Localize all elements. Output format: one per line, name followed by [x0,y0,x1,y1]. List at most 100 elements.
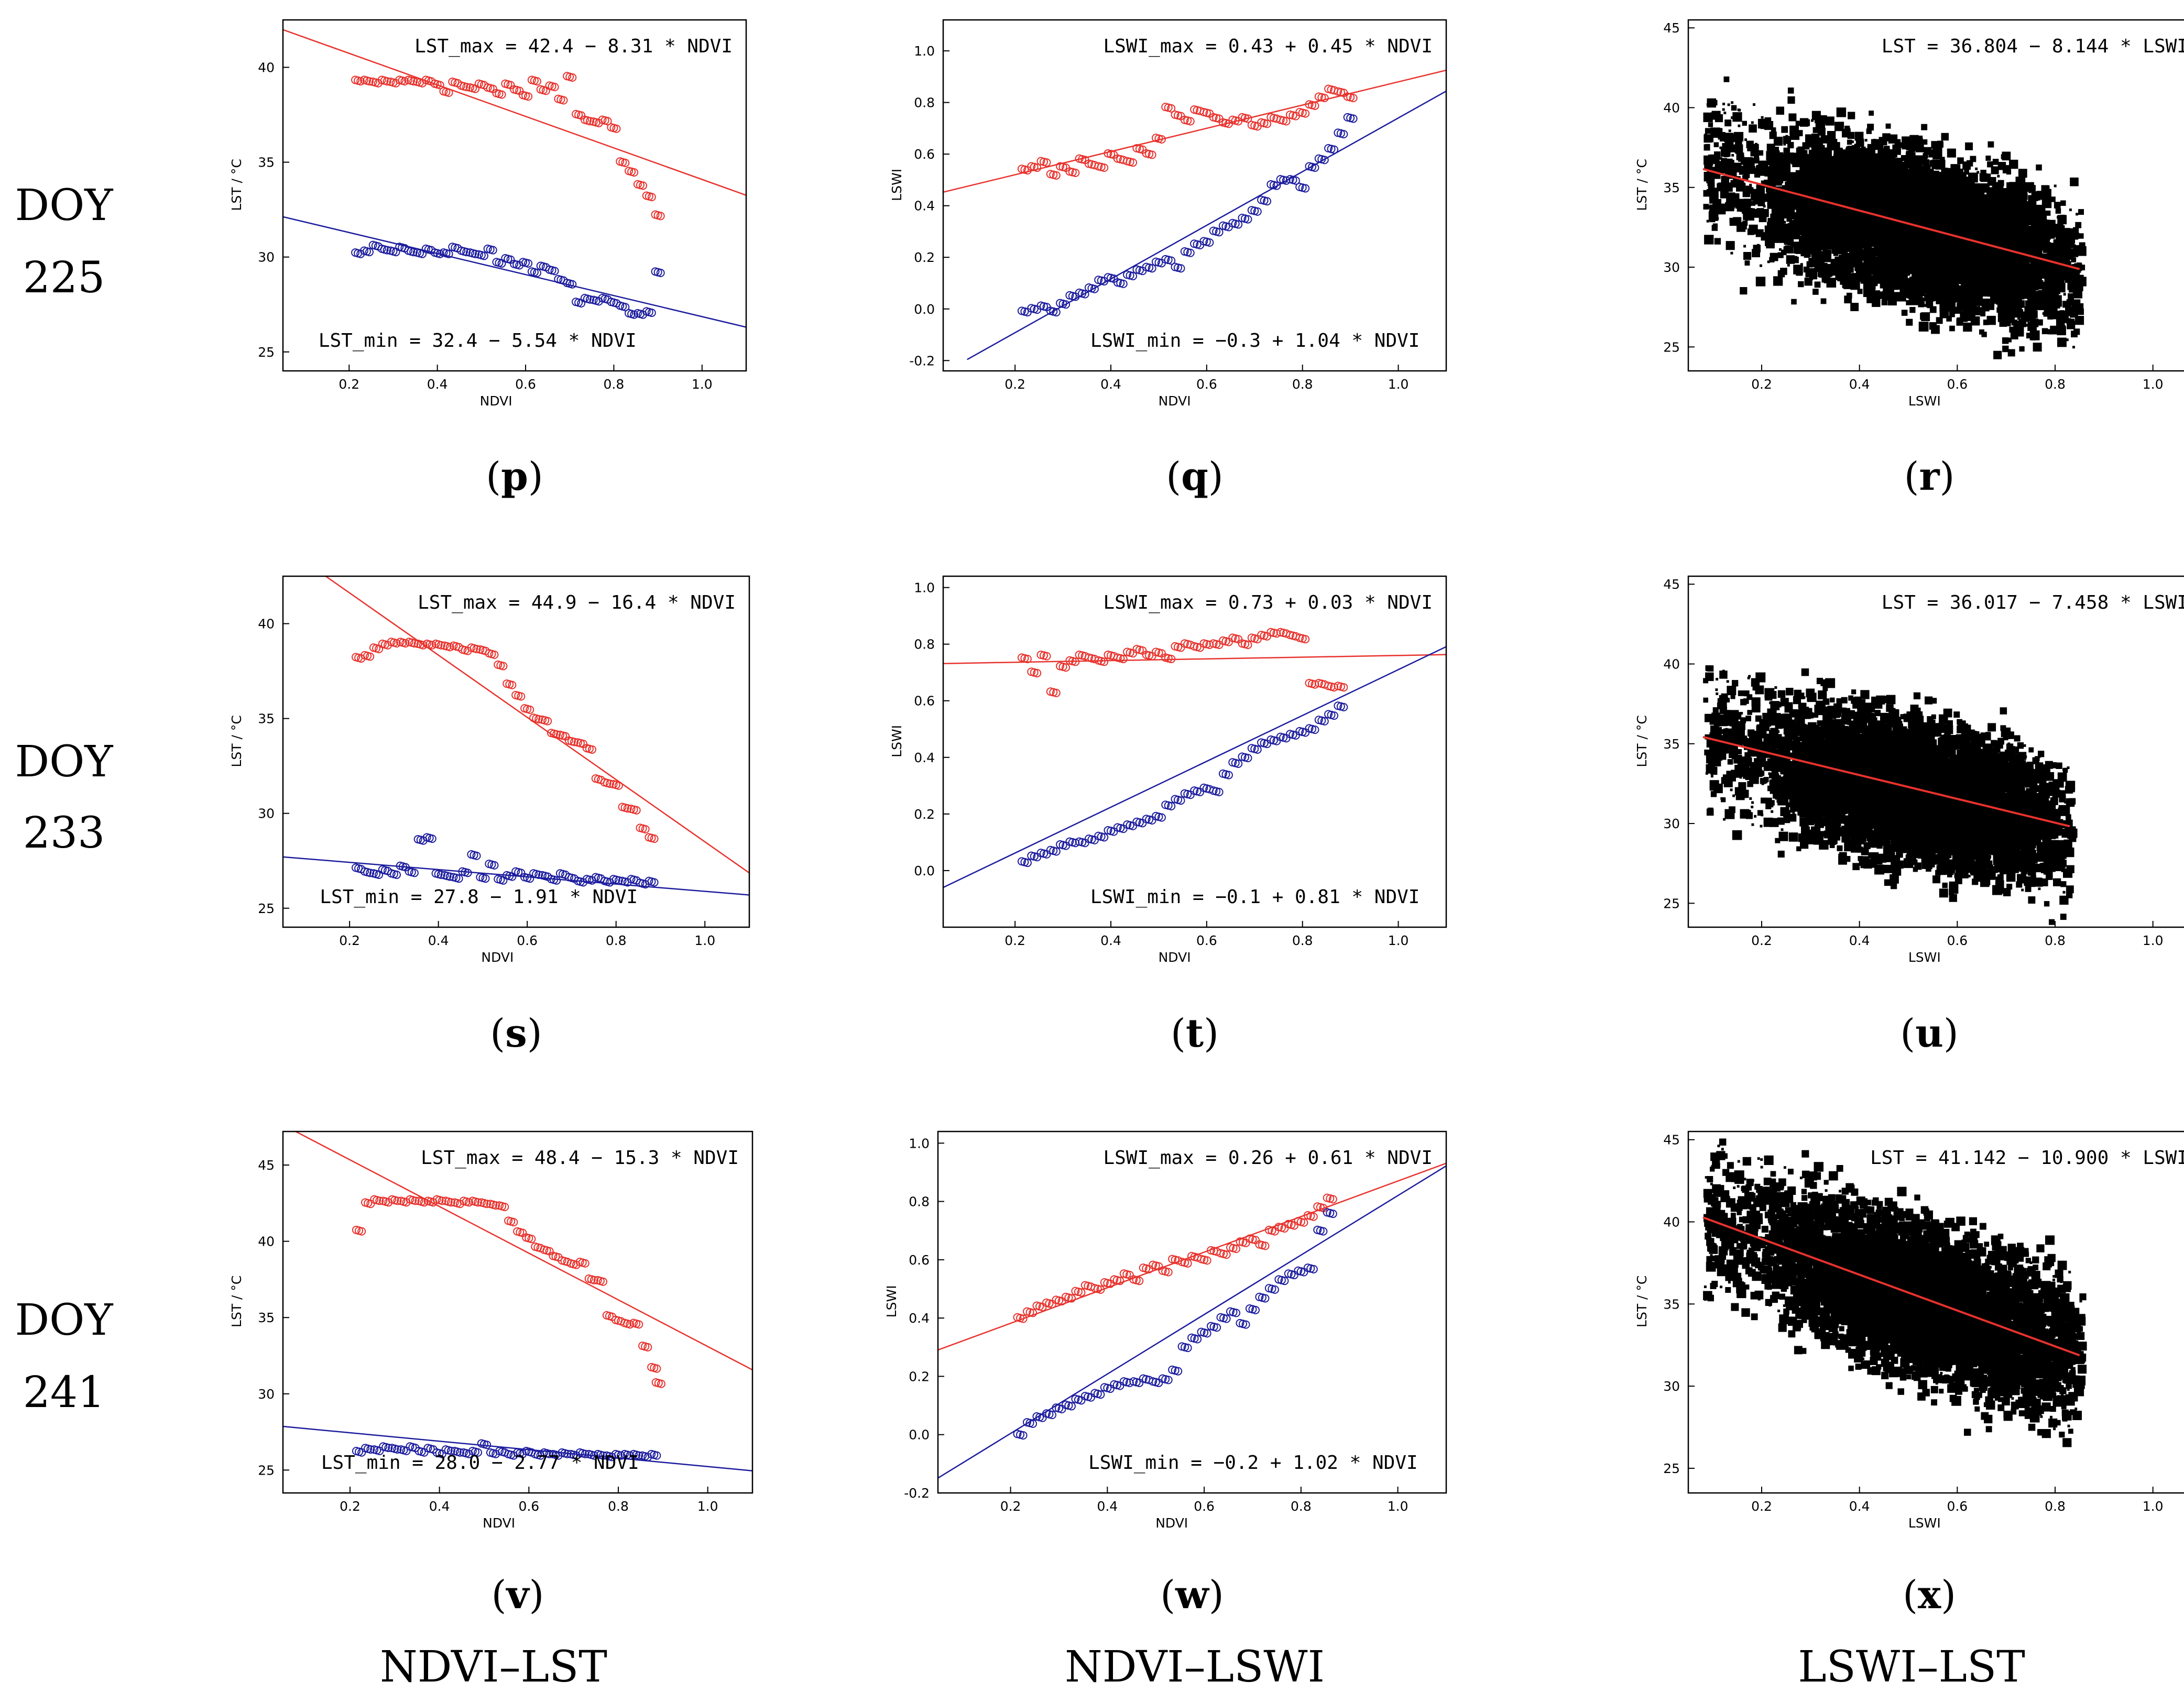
cloud-point [1973,284,1982,293]
cloud-point [1909,244,1915,250]
cloud-point [1946,316,1952,322]
cloud-point [1709,194,1716,201]
cloud-point [1912,283,1922,293]
data-point-min [1339,130,1348,139]
data-point-min [1282,176,1291,185]
cloud-point [1766,185,1773,192]
data-point-max [559,96,568,105]
cloud-point [1827,141,1836,151]
cloud-point [1766,239,1775,249]
cloud-point [1826,278,1837,288]
cloud-point [1841,188,1848,194]
cloud-point [1847,139,1852,145]
cloud-point [1783,172,1788,177]
cloud-point [1869,111,1874,116]
equation-top: LST_max = 42.4 − 8.31 * NDVI [414,36,733,57]
cloud-point [1928,169,1934,175]
cloud-point [1931,141,1939,149]
cloud-point [1755,277,1766,287]
cloud-point [1812,150,1818,156]
cloud-point [1788,113,1797,122]
cloud-point [1906,288,1913,295]
data-point-max [1042,158,1051,167]
x-tick-label: 1.0 [692,377,713,392]
cloud-point [2010,203,2017,210]
data-point-min [1253,207,1262,216]
data-point-max [1167,104,1176,113]
y-tick-label: 25 [258,345,275,360]
cloud-point [1812,289,1819,295]
cloud-point [1746,140,1754,148]
x-tick-label: 0.6 [1196,377,1217,392]
cloud-point [1980,288,1989,297]
cloud-point [2036,319,2043,326]
data-point-max [400,77,409,86]
cloud-point [1910,182,1916,188]
series-min-p [351,240,665,319]
cloud-point [1870,290,1881,301]
cloud-point [1894,139,1901,146]
cloud-point [1967,261,1973,268]
cloud-point [1754,158,1760,164]
data-point-min [1062,300,1071,309]
data-point-max [630,168,639,177]
cloud-point [2069,286,2074,291]
cloud-point [1938,265,1943,270]
cloud-point [1785,245,1794,254]
cloud-point [1811,260,1816,266]
data-point-min [1119,279,1128,288]
cloud-point [1736,152,1744,160]
cloud-point [2021,226,2027,232]
data-point-max [444,88,453,97]
data-point-max [356,77,365,86]
cloud-point [1943,192,1948,197]
data-point-max [1033,163,1042,172]
y-tick-label: 30 [258,250,275,265]
cloud-point [1881,191,1886,197]
y-tick-label: 0.4 [914,199,935,214]
cloud-point [1781,126,1788,133]
cloud-point [1861,255,1866,260]
data-point-min [532,269,541,278]
cloud-point [1703,112,1713,123]
cloud-point [1993,350,2002,359]
cloud-point [1897,191,1903,197]
cloud-point [2054,244,2063,254]
cloud-point [1849,190,1855,197]
cloud-point [1711,225,1718,231]
cloud-point [2068,293,2074,300]
cloud-point [2029,330,2040,340]
cloud-point [1996,257,2003,263]
cloud-point [1743,199,1752,206]
cloud-point [1804,278,1812,286]
cloud-point [2041,328,2048,334]
data-point-max [497,90,506,99]
cloud-point [1925,238,1931,244]
cloud-point [2061,246,2069,254]
cloud-point [2019,200,2027,208]
cloud-point [1872,298,1881,307]
cloud-point [1901,155,1907,161]
plot-frame-p [282,19,747,372]
cloud-point [1743,157,1753,167]
cloud-point [2072,245,2082,255]
fit-line-min-q [967,90,1446,360]
cloud-point [1777,252,1784,258]
cloud-point [1992,194,1999,201]
cloud-point [2079,265,2085,271]
cloud-point [1852,243,1858,248]
cloud-point [2002,151,2011,161]
data-point-min [1330,145,1339,154]
cloud-point [1844,189,1850,195]
data-point-max [1186,117,1195,126]
cloud-point [1997,162,2006,170]
x-tick-label: 0.8 [1292,377,1313,392]
cloud-point [2019,346,2025,352]
column-label-lswi-lst: LSWI–LST [1798,1642,2025,1692]
panel-letter: q [1181,454,1208,499]
cloud-point [1941,133,1949,141]
cloud-point [1756,183,1762,189]
cloud-point [1999,319,2007,327]
